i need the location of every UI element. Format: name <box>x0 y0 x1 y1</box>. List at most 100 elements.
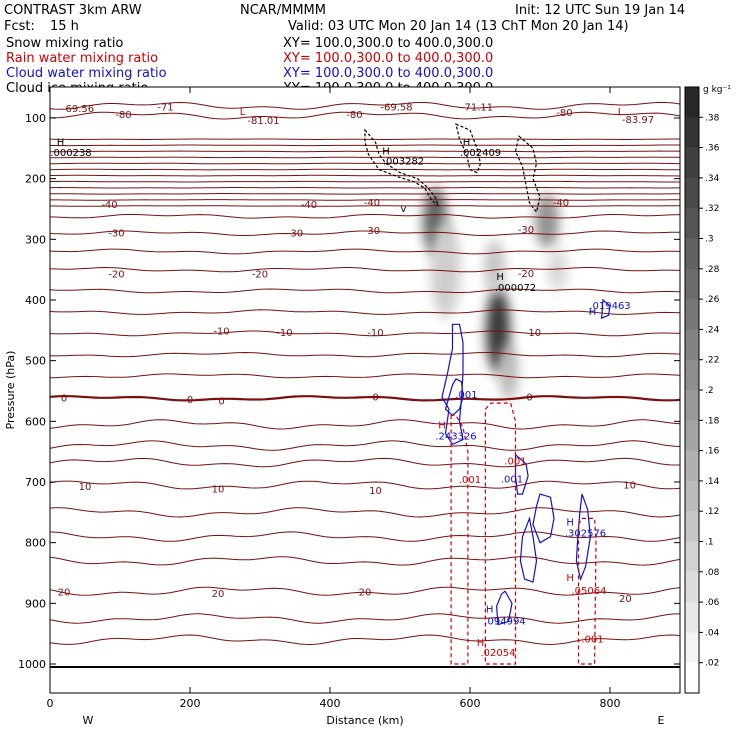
cloud-ice-contour <box>364 128 440 207</box>
isotherm-label: -81.01 <box>247 116 279 127</box>
isotherm-line <box>50 168 680 171</box>
isotherm-label: -20 <box>252 270 268 281</box>
isotherm-label: -83.97 <box>622 115 654 126</box>
isotherm-line <box>50 634 680 646</box>
isotherm-line <box>50 419 680 430</box>
east-label: E <box>658 714 665 727</box>
extremum-label: H <box>463 137 471 148</box>
org-title: NCAR/MMMM <box>240 3 326 18</box>
extremum-label: H <box>496 272 504 283</box>
plot-layer: -69.56 -71-80 L-81.01-69.58 -71.11-80 -80 L-8… <box>50 101 680 669</box>
isotherm-label: 20 <box>58 587 71 598</box>
isotherm-line <box>50 309 680 315</box>
isotherm-label: -69.56 <box>62 104 94 115</box>
cloud-water-contour <box>532 493 555 544</box>
colorbar-bin <box>685 177 699 209</box>
isotherm-line <box>50 373 680 379</box>
y-tick-label: 900 <box>25 597 46 610</box>
extremum-label: .000238 <box>50 148 91 159</box>
isotherm-line <box>50 288 680 294</box>
legend-entry-name: Snow mixing ratio <box>6 36 123 51</box>
colorbar-bin <box>685 420 699 451</box>
colorbar-bin <box>685 571 699 603</box>
y-tick-label: 1000 <box>18 658 46 671</box>
isotherm-label: 20 <box>619 594 632 605</box>
isotherm-line <box>50 199 680 201</box>
isotherm-line <box>50 266 680 273</box>
colorbar-tick-label: .28 <box>705 265 720 275</box>
colorbar-tick-label: .1 <box>705 538 714 548</box>
isotherm-label: 10 <box>212 484 225 495</box>
isotherm-label: -80 <box>346 110 362 121</box>
extremum-label: .001 <box>459 475 481 486</box>
extremum-label: .019463 <box>589 301 630 312</box>
legend-entry-xy: XY= 100.0,300.0 to 400.0,300.0 <box>283 51 493 66</box>
colorbar-bin <box>685 299 699 330</box>
extremum-label: .302576 <box>565 529 606 540</box>
colorbar-bin <box>685 268 699 300</box>
plot-frame <box>49 86 681 694</box>
legend-entry-name: Cloud water mixing ratio <box>6 66 167 81</box>
colorbar-tick-label: .34 <box>705 174 720 184</box>
isotherm-label: -10 <box>525 328 541 339</box>
isotherm-line <box>50 150 680 153</box>
x-axis-title: Distance (km) <box>326 714 403 727</box>
rain-contour <box>450 414 469 665</box>
colorbar-tick-label: .36 <box>705 144 720 154</box>
isotherm-label: 10 <box>369 486 382 497</box>
isotherm-line <box>50 556 680 566</box>
colorbar-bin <box>685 511 699 542</box>
colorbar-tick-label: .04 <box>705 628 720 638</box>
west-label: W <box>83 714 94 727</box>
extremum-label: H <box>589 307 597 318</box>
isotherm-label: -10 <box>367 328 383 339</box>
extremum-label: .001 <box>581 635 603 646</box>
y-tick-label: 800 <box>25 537 46 550</box>
rain-contour <box>484 402 517 665</box>
x-tick-label: 400 <box>320 697 341 710</box>
colorbar-bin <box>685 390 699 421</box>
colorbar-bin <box>685 147 699 179</box>
cloud-water-contour <box>575 493 592 582</box>
isotherm-label: -40 <box>301 200 317 211</box>
isotherm-line <box>50 230 680 236</box>
y-tick-label: 400 <box>25 294 46 307</box>
colorbar-tick-label: .38 <box>705 113 720 123</box>
isotherm-line <box>50 586 680 596</box>
extremum-label: .001 <box>504 456 526 467</box>
isotherm-label: -10 <box>276 328 292 339</box>
freezing-level-line <box>50 394 680 402</box>
colorbar-tick-label: .2 <box>705 386 714 396</box>
isotherm-line <box>50 180 680 183</box>
isotherm-line <box>50 213 680 219</box>
colorbar-bin <box>685 208 699 239</box>
colorbar-tick-label: .12 <box>705 507 719 517</box>
extremum-label: H <box>382 146 390 157</box>
isotherm-line <box>50 531 680 542</box>
extremum-label: H <box>566 518 574 529</box>
isotherm-label: 0 <box>372 393 378 404</box>
y-axis-title: Pressure (hPa) <box>4 351 17 430</box>
isotherm-label: -30 <box>287 228 303 239</box>
isotherm-line <box>50 613 680 624</box>
isotherm-line <box>50 248 680 255</box>
colorbar-bin <box>685 238 699 270</box>
cloud-water-contour <box>495 590 513 626</box>
x-tick-label: 0 <box>47 697 54 710</box>
x-tick-label: 800 <box>600 697 621 710</box>
colorbar-bin <box>685 480 699 512</box>
isotherm-label: -30 <box>364 226 380 237</box>
extremum-label: H <box>566 573 574 584</box>
isotherm-label: -30 <box>108 228 124 239</box>
extremum-label: v <box>401 204 407 215</box>
extremum-label: .001 <box>501 475 523 486</box>
colorbar-tick-label: .02 <box>705 659 719 669</box>
isotherm-label: -40 <box>101 200 117 211</box>
colorbar-tick-label: .18 <box>705 416 720 426</box>
isotherm-label: L <box>240 107 246 118</box>
x-tick-label: 200 <box>180 697 201 710</box>
extremum-label: H <box>486 604 494 615</box>
isotherm-line <box>50 351 680 358</box>
colorbar-bin <box>685 662 699 694</box>
